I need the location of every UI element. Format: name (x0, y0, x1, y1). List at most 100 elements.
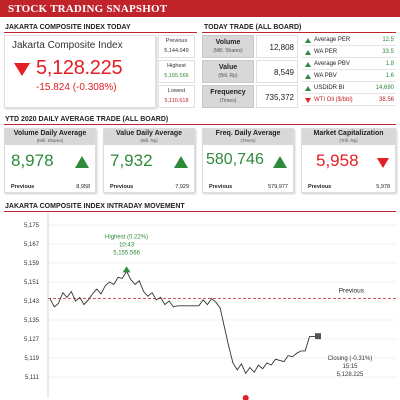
intraday-chart-svg: 5,175 5,167 5,159 5,151 5,143 5,135 5,127 5,119… (24, 212, 396, 400)
y-tick-label: 5,127 (24, 337, 40, 343)
ytd-card-header: Value Daily Average (Bill. Rp) (104, 129, 194, 145)
y-tick-label: 5,135 (24, 318, 40, 324)
section-divider (4, 211, 396, 212)
ytd-previous-value: 579,977 (268, 184, 288, 190)
trade-sublabel: (Bill. Rp) (218, 73, 238, 79)
up-triangle-icon (174, 156, 188, 168)
previous-value: 5,144.049 (164, 48, 189, 54)
y-tick-label: 5,143 (24, 299, 40, 305)
ytd-card-subtitle: (Mill. Shares) (36, 138, 64, 143)
highest-label: Highest (167, 63, 186, 69)
ytd-previous-label: Previous (11, 184, 35, 190)
highest-value: 5,155.566 (164, 73, 189, 79)
trade-value: 12,808 (269, 43, 294, 52)
ytd-previous-value: 5,978 (376, 184, 390, 190)
down-arrow-icon (14, 63, 30, 76)
highest-annotation: 10:43 (119, 242, 135, 248)
ratio-label: Average PBV (314, 61, 350, 67)
ytd-card-subtitle: (Trill. Rp) (339, 138, 358, 143)
index-name: Jakarta Composite Index (12, 40, 123, 51)
lowest-value: 5,110.618 (164, 98, 189, 104)
up-arrow-icon (305, 50, 311, 55)
ytd-card-title: Volume Daily Average (13, 130, 87, 137)
ytd-card-subtitle: (Times) (240, 138, 256, 143)
today-trade-section-title: TODAY TRADE (ALL BOARD) (204, 24, 302, 31)
ytd-card-value: 8,978 (11, 151, 54, 170)
ytd-card-value: 7,932 (110, 151, 153, 170)
ytd-card-market-cap: Market Capitalization (Trill. Rp) 5,958 … (301, 128, 396, 193)
page-title: STOCK TRADING SNAPSHOT (8, 3, 168, 15)
ratio-label: USDIDR BI (314, 85, 345, 91)
trade-label-box: Frequency (Times) (202, 85, 254, 108)
ratio-row: Average PBV 1.8 (302, 59, 396, 70)
highest-cell: Highest 5,155.566 (158, 60, 195, 83)
ytd-previous-label: Previous (209, 184, 233, 190)
trade-value: 735,372 (265, 93, 294, 102)
composite-section-title: JAKARTA COMPOSITE INDEX TODAY (5, 24, 131, 31)
trade-sublabel: (Mill. Shares) (213, 48, 243, 54)
ratio-value: 12.5 (382, 37, 394, 43)
trade-value-box: 12,808 (256, 35, 298, 58)
section-divider (4, 124, 396, 125)
up-arrow-icon (305, 74, 311, 79)
intraday-chart: 5,175 5,167 5,159 5,151 5,143 5,135 5,127 5,119… (0, 212, 400, 400)
lowest-marker (242, 395, 249, 400)
previous-cell: Previous 5,144.049 (158, 35, 195, 58)
y-tick-label: 5,119 (24, 356, 39, 362)
trade-value-box: 8,549 (256, 60, 298, 83)
trade-row-value: Value (Bill. Rp) 8,549 (202, 60, 298, 83)
ytd-card-value: 580,746 (206, 151, 264, 168)
lowest-label: Lowest (167, 88, 186, 94)
ratio-value: 1.6 (385, 73, 394, 79)
highest-annotation: 5,155.566 (113, 250, 140, 256)
ratio-row: WA PBV 1.6 (302, 71, 396, 82)
title-bar: STOCK TRADING SNAPSHOT (0, 0, 400, 17)
up-triangle-icon (273, 156, 287, 168)
ratio-value: 1.8 (385, 61, 394, 67)
ytd-card-header: Volume Daily Average (Mill. Shares) (5, 129, 95, 145)
ratio-row: Average PER 12.5 (302, 35, 396, 46)
previous-line-label: Previous (339, 288, 365, 295)
closing-annotation: Closing (-0.31%) (328, 356, 373, 362)
ratio-label: WTI Oil ($/bbl) (314, 97, 353, 103)
closing-annotation: 15:15 (342, 364, 358, 370)
trade-row-frequency: Frequency (Times) 735,372 (202, 85, 298, 108)
ratios-table: Average PER 12.5 WA PER 33.5 Average PBV… (302, 35, 396, 108)
ratio-row: USDIDR BI 14,690 (302, 83, 396, 94)
ytd-card-title: Value Daily Average (115, 130, 183, 137)
composite-index-card: Jakarta Composite Index 5,128.225 -15.82… (4, 35, 156, 108)
ratio-label: WA PBV (314, 73, 337, 79)
down-triangle-icon (377, 158, 389, 168)
up-triangle-icon (75, 156, 89, 168)
trade-label-box: Value (Bill. Rp) (202, 60, 254, 83)
ytd-previous-label: Previous (110, 184, 134, 190)
ytd-card-value: 5,958 (316, 151, 359, 170)
ratio-row: WA PER 33.5 (302, 47, 396, 58)
ratio-value: 38.56 (378, 97, 394, 103)
ytd-card-header: Market Capitalization (Trill. Rp) (302, 129, 395, 145)
today-trade-table: Volume (Mill. Shares) 12,808 Value (Bill… (202, 35, 298, 108)
y-tick-label: 5,151 (24, 280, 40, 286)
previous-label: Previous (165, 38, 188, 44)
trade-label: Volume (215, 39, 241, 46)
ratio-label: WA PER (314, 49, 338, 55)
up-arrow-icon (305, 62, 311, 67)
trade-label: Frequency (210, 89, 246, 96)
ytd-previous-value: 7,929 (175, 184, 189, 190)
trade-value-box: 735,372 (256, 85, 298, 108)
closing-annotation: 5,128.225 (337, 372, 364, 378)
ytd-card-volume: Volume Daily Average (Mill. Shares) 8,97… (4, 128, 96, 193)
section-divider (202, 32, 396, 33)
ytd-card-subtitle: (Bill. Rp) (140, 138, 158, 143)
y-tick-label: 5,175 (24, 223, 40, 229)
y-tick-label: 5,167 (24, 242, 40, 248)
chart-section-title: JAKARTA COMPOSITE INDEX INTRADAY MOVEMEN… (5, 203, 185, 210)
ytd-previous-label: Previous (308, 184, 332, 190)
index-stats-column: Previous 5,144.049 Highest 5,155.566 Low… (158, 35, 195, 108)
ytd-card-frequency: Freq. Daily Average (Times) 580,746 Prev… (202, 128, 294, 193)
up-arrow-icon (305, 38, 311, 43)
ytd-previous-value: 8,958 (76, 184, 90, 190)
ytd-card-value-avg: Value Daily Average (Bill. Rp) 7,932 Pre… (103, 128, 195, 193)
closing-marker (315, 333, 321, 340)
ytd-card-title: Freq. Daily Average (215, 130, 281, 137)
